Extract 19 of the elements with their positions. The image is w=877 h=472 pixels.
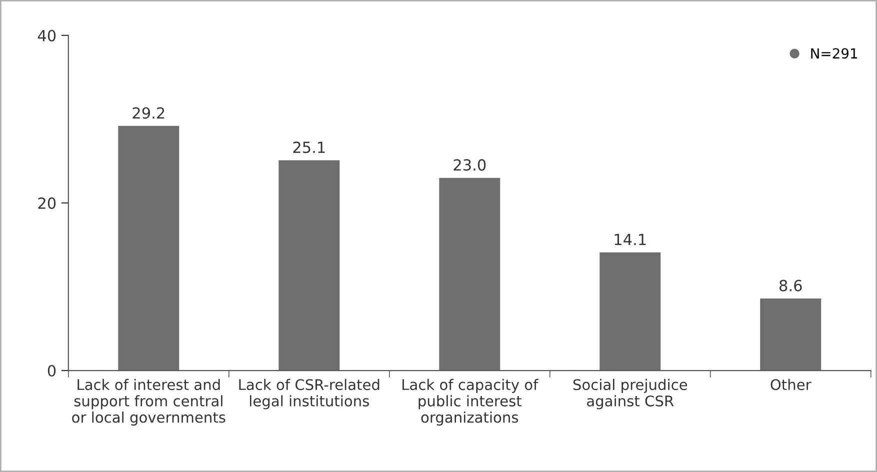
y-tick-label: 20 <box>38 197 56 209</box>
text: 25.1 <box>293 142 325 154</box>
bar <box>278 160 340 371</box>
bar <box>760 298 822 371</box>
y-tick-label: 0 <box>48 364 56 377</box>
x-tick-label: Lack of interest and support from central or local governments <box>72 378 226 426</box>
x-tick-label: Social prejudice against CSR <box>573 378 688 410</box>
text: 14.1 <box>614 234 646 246</box>
bar <box>600 252 661 371</box>
x-tick-label: Lack of CSR-related legal institutions <box>239 378 380 410</box>
text: 29.2 <box>132 107 164 119</box>
legend-label: N=291 <box>811 48 858 59</box>
x-tick-label: Other <box>770 378 812 390</box>
bar <box>439 178 500 371</box>
bar <box>118 126 180 371</box>
text: 23.0 <box>454 159 486 171</box>
text: 8.6 <box>780 280 802 292</box>
y-tick-label: 40 <box>38 30 56 42</box>
x-tick-label: Lack of capacity of public interest organizations <box>402 378 538 426</box>
